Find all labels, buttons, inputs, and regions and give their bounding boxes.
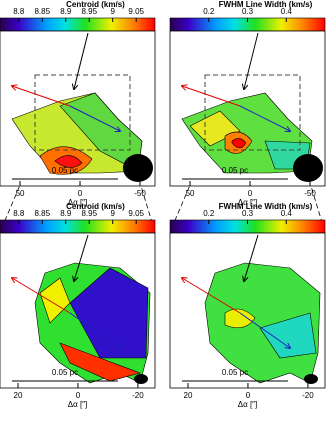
colorbar-tick-label: 9 bbox=[111, 7, 116, 16]
colorbar-tick-label: 8.85 bbox=[34, 7, 50, 16]
map: 0.05 pc bbox=[182, 32, 323, 182]
map-region bbox=[69, 267, 149, 359]
x-tick-label: -50 bbox=[134, 189, 146, 198]
colorbar-tick-label: 0.3 bbox=[242, 7, 254, 16]
map-region bbox=[259, 312, 317, 359]
x-tick-label: 0 bbox=[248, 189, 253, 198]
colorbar-tick-label: 0.4 bbox=[281, 7, 293, 16]
outflow-arrow bbox=[182, 278, 241, 314]
colorbar-tick-label: 9 bbox=[111, 209, 116, 218]
beam bbox=[304, 374, 318, 384]
outflow-arrow bbox=[12, 278, 71, 314]
colorbar-tick-label: 0.3 bbox=[242, 209, 254, 218]
map: 0.05 pc bbox=[12, 32, 153, 182]
colorbar bbox=[0, 219, 156, 234]
colorbar-title: FWHM Line Width (km/s) bbox=[219, 0, 313, 9]
x-tick-label: 50 bbox=[186, 189, 195, 198]
beam bbox=[134, 374, 148, 384]
x-tick-label: -20 bbox=[302, 391, 314, 400]
pointer-arrow bbox=[74, 32, 89, 89]
zoom-box bbox=[34, 74, 131, 151]
colorbar-tick-label: 0.2 bbox=[203, 7, 215, 16]
x-tick-label: 0 bbox=[76, 391, 81, 400]
colorbar-title: FWHM Line Width (km/s) bbox=[219, 202, 313, 211]
colorbar-tick-label: 9.05 bbox=[128, 209, 144, 218]
map: 0.05 pc bbox=[182, 234, 321, 384]
colorbar-tick-label: 8.85 bbox=[34, 209, 50, 218]
zoom-box bbox=[204, 74, 301, 151]
map-region bbox=[39, 277, 71, 324]
x-axis-label: Δα [″] bbox=[68, 400, 87, 409]
panel: Centroid (km/s) 8.8 8.85 8.9 8.95 9 9.05 0.05 p… bbox=[0, 0, 156, 207]
x-tick-label: -50 bbox=[304, 189, 316, 198]
beam bbox=[293, 154, 323, 182]
x-tick-label: -20 bbox=[132, 391, 144, 400]
map-region bbox=[231, 138, 247, 149]
outflow-arrow bbox=[69, 105, 120, 131]
panel: FWHM Line Width (km/s) 0.2 0.3 0.4 0.05 pc 50… bbox=[169, 0, 326, 207]
scale-label: 0.05 pc bbox=[52, 368, 78, 377]
colorbar-tick-label: 8.95 bbox=[81, 209, 97, 218]
x-tick-label: 0 bbox=[246, 391, 251, 400]
x-tick-label: 0 bbox=[78, 189, 83, 198]
colorbar-tick-label: 8.9 bbox=[60, 7, 72, 16]
scale-label: 0.05 pc bbox=[222, 166, 248, 175]
panel: FWHM Line Width (km/s) 0.2 0.3 0.4 0.05 pc 20… bbox=[169, 202, 326, 409]
colorbar-tick-label: 8.8 bbox=[13, 7, 25, 16]
map: 0.05 pc bbox=[12, 234, 151, 384]
colorbar bbox=[0, 17, 156, 32]
colorbar-tick-label: 9.05 bbox=[128, 7, 144, 16]
map-region bbox=[59, 342, 141, 382]
outflow-arrow bbox=[69, 312, 120, 348]
scale-label: 0.05 pc bbox=[222, 368, 248, 377]
colorbar-tick-label: 0.4 bbox=[281, 209, 293, 218]
outflow-arrow bbox=[182, 86, 241, 107]
beam bbox=[123, 154, 153, 182]
zoom-lines bbox=[0, 149, 326, 233]
scale-label: 0.05 pc bbox=[52, 166, 78, 175]
colorbar-tick-label: 0.2 bbox=[203, 209, 215, 218]
x-tick-label: 20 bbox=[184, 391, 193, 400]
x-axis-label: Δα [″] bbox=[238, 198, 257, 207]
x-tick-label: 50 bbox=[16, 189, 25, 198]
pointer-arrow bbox=[244, 234, 259, 281]
pointer-arrow bbox=[74, 234, 89, 281]
colorbar-title: Centroid (km/s) bbox=[66, 202, 125, 211]
outflow-arrow bbox=[12, 86, 71, 107]
colorbar-tick-label: 8.95 bbox=[81, 7, 97, 16]
colorbar-tick-label: 8.9 bbox=[60, 209, 72, 218]
colorbar-title: Centroid (km/s) bbox=[66, 0, 125, 9]
panel: Centroid (km/s) 8.8 8.85 8.9 8.95 9 9.05 0.05 p… bbox=[0, 202, 156, 409]
x-axis-label: Δα [″] bbox=[68, 198, 87, 207]
outflow-arrow bbox=[239, 105, 290, 131]
map-region bbox=[59, 92, 143, 172]
pointer-arrow bbox=[244, 32, 259, 89]
x-tick-label: 20 bbox=[14, 391, 23, 400]
colorbar-tick-label: 8.8 bbox=[13, 209, 25, 218]
x-axis-label: Δα [″] bbox=[238, 400, 257, 409]
outflow-arrow bbox=[239, 312, 290, 348]
map-region bbox=[54, 155, 83, 168]
